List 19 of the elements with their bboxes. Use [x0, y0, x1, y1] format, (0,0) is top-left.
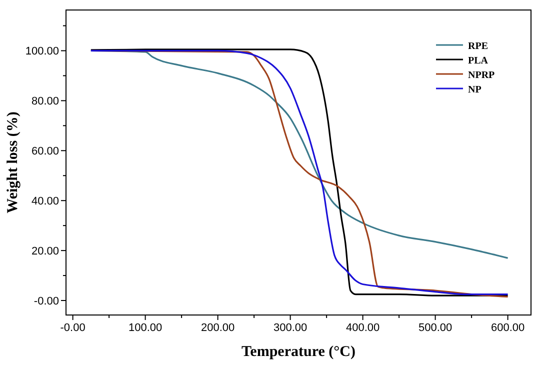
x-tick-label: 500.00	[418, 322, 452, 334]
x-tick-label: 100.00	[128, 322, 162, 334]
y-tick-label: 40.00	[31, 196, 59, 208]
y-tick-label: 80.00	[31, 96, 59, 108]
x-tick-label: 300.00	[273, 322, 308, 334]
y-tick-label: 60.00	[31, 146, 59, 158]
y-tick-label: -0.00	[34, 296, 59, 308]
x-tick-label: 200.00	[200, 322, 235, 334]
x-tick-label: 600.00	[490, 322, 525, 334]
x-axis-title: Temperature (°C)	[242, 344, 356, 360]
x-tick-label: -0.00	[60, 322, 86, 334]
y-axis-title: Weight loss (%)	[5, 112, 21, 214]
legend-label: PLA	[468, 56, 489, 66]
y-tick-label: 20.00	[31, 246, 59, 258]
y-tick-label: 100.00	[25, 46, 59, 58]
legend-label: NP	[468, 84, 482, 96]
legend-label: NPRP	[468, 70, 495, 81]
legend-label: RPE	[468, 41, 488, 52]
x-tick-label: 400.00	[346, 322, 380, 334]
